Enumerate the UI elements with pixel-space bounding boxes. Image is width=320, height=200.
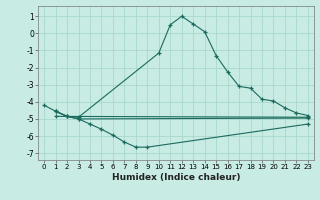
X-axis label: Humidex (Indice chaleur): Humidex (Indice chaleur): [112, 173, 240, 182]
